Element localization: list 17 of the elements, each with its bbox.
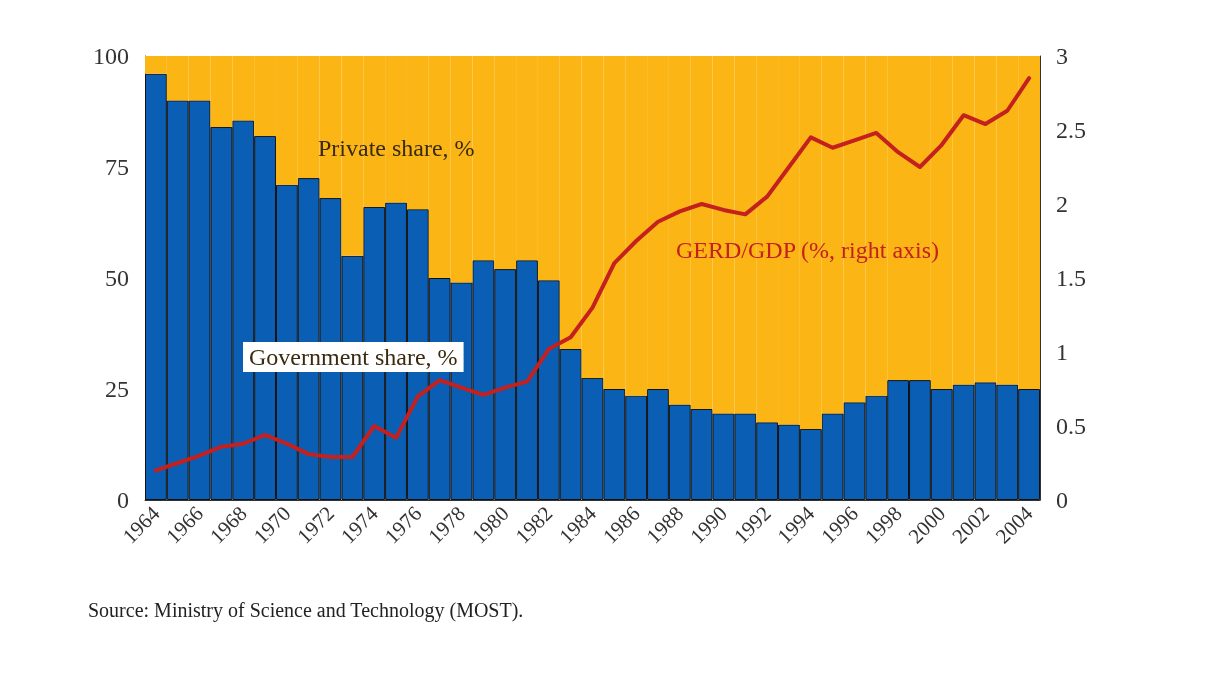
series-label: Private share, % <box>318 135 475 161</box>
y2-tick-label: 2.5 <box>1056 117 1086 143</box>
y-tick-label: 0 <box>117 487 129 513</box>
line-series <box>153 76 1032 473</box>
y2-tick-label: 1 <box>1056 339 1068 365</box>
series-label: Government share, % <box>249 344 458 370</box>
y2-tick-label: 3 <box>1056 43 1068 69</box>
series-label: GERD/GDP (%, right axis) <box>676 237 940 263</box>
y2-tick-label: 0.5 <box>1056 413 1086 439</box>
y2-tick-label: 0 <box>1056 487 1068 513</box>
y-tick-label: 75 <box>105 154 129 180</box>
y-tick-label: 50 <box>105 265 129 291</box>
y-tick-label: 100 <box>93 43 129 69</box>
source-note: Source: Ministry of Science and Technology (MOST). <box>88 599 524 622</box>
y2-tick-label: 1.5 <box>1056 265 1086 291</box>
y-tick-label: 25 <box>105 376 129 402</box>
y2-tick-label: 2 <box>1056 191 1068 217</box>
